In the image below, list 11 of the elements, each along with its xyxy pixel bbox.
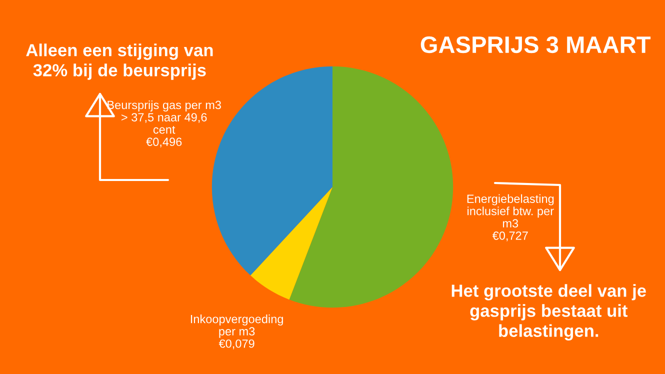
pie-slice bbox=[250, 187, 332, 300]
data-label: €0,727 bbox=[492, 231, 528, 242]
slice-label: Beursprijs gas per m3 > 37,5 naar 49,6 cent bbox=[108, 100, 221, 134]
chart-title: GASPRIJS 3 MAART bbox=[420, 36, 651, 54]
data-label: €0,496 bbox=[146, 138, 182, 148]
data-label: €0,079 bbox=[218, 339, 254, 350]
text: Alleen een stijging van 32% bij de beursprijs bbox=[26, 44, 213, 80]
slice-label: Inkoopvergoeding per m3 bbox=[190, 314, 283, 338]
slice-label: Energiebelasting inclusief btw. per m3 bbox=[467, 194, 554, 228]
text: Het grootste deel van je gasprijs bestaat uit belastingen. bbox=[452, 284, 646, 340]
pie-slice bbox=[289, 66, 454, 308]
